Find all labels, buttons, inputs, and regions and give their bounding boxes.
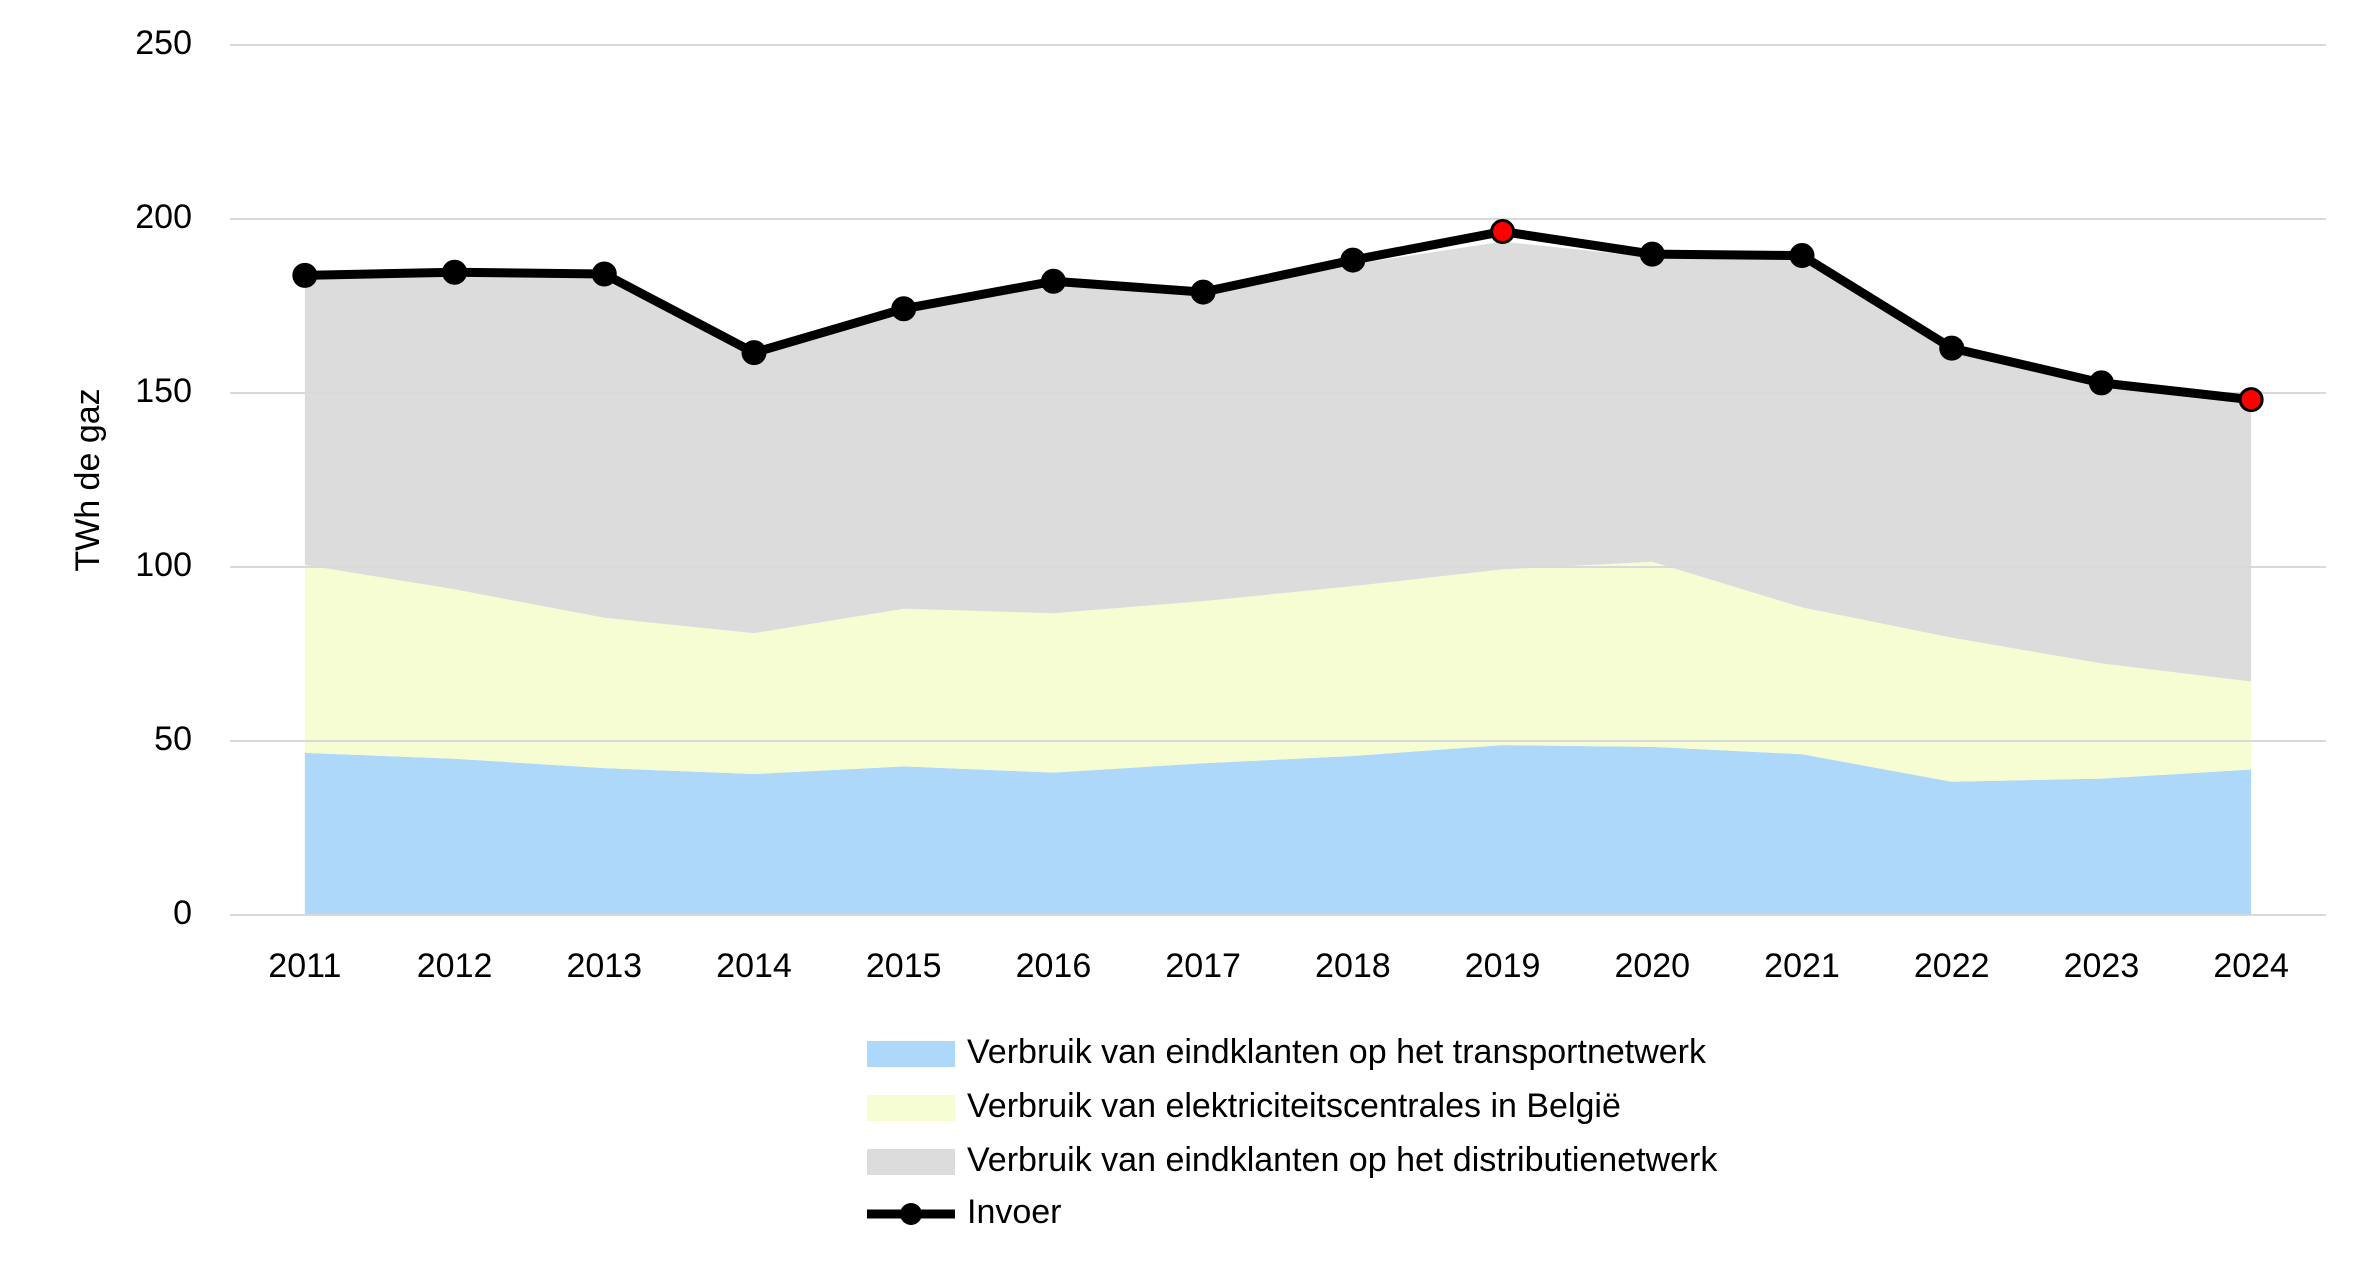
line — [304, 227, 2252, 405]
marker — [1490, 219, 1516, 245]
x-tick-label: 2018 — [1315, 947, 1391, 985]
legend-label: Invoer — [967, 1193, 1062, 1231]
legend-label: Verbruik van eindklanten op het transpor… — [967, 1033, 1707, 1071]
marker — [1040, 268, 1066, 294]
legend-swatch — [867, 1095, 955, 1121]
x-tick-label: 2015 — [866, 947, 942, 985]
marker — [1190, 279, 1216, 305]
y-axis-title: TWh de gaz — [69, 388, 107, 571]
x-tick-label: 2020 — [1614, 947, 1690, 985]
x-tick-label: 2016 — [1016, 947, 1092, 985]
marker — [2238, 387, 2264, 413]
areas — [304, 241, 2252, 915]
x-tick-label: 2021 — [1764, 947, 1840, 985]
area — [304, 745, 2252, 915]
marker — [1639, 241, 1665, 267]
area — [304, 561, 2252, 782]
y-tick-label: 50 — [154, 720, 192, 758]
legend-marker — [900, 1203, 922, 1225]
x-tick-label: 2024 — [2213, 947, 2289, 985]
y-tick-label: 150 — [135, 372, 192, 410]
area — [304, 241, 2252, 682]
y-tick-label: 0 — [173, 894, 192, 932]
marker — [442, 259, 468, 285]
marker — [292, 262, 318, 288]
y-tick-label: 250 — [135, 24, 192, 62]
grid — [230, 44, 2326, 916]
x-tick-label: 2014 — [716, 947, 792, 985]
legend-label: Verbruik van eindklanten op het distribu… — [967, 1141, 1718, 1179]
legend-swatch — [867, 1041, 955, 1067]
x-tick-label: 2013 — [566, 947, 642, 985]
marker — [891, 296, 917, 322]
marker — [591, 261, 617, 287]
marker — [741, 340, 767, 366]
y-tick-label: 100 — [135, 546, 192, 584]
x-tick-label: 2023 — [2064, 947, 2140, 985]
x-tick-label: 2019 — [1465, 947, 1541, 985]
x-tick-label: 2012 — [417, 947, 493, 985]
marker — [1789, 243, 1815, 269]
y-tick-label: 200 — [135, 198, 192, 236]
x-tick-label: 2022 — [1914, 947, 1990, 985]
marker — [1340, 247, 1366, 273]
x-tick-label: 2017 — [1165, 947, 1241, 985]
legend-swatch — [867, 1149, 955, 1175]
marker — [2088, 370, 2114, 396]
legend-label: Verbruik van elektriciteitscentrales in … — [967, 1087, 1621, 1125]
x-tick-label: 2011 — [268, 947, 341, 985]
marker — [1939, 335, 1965, 361]
